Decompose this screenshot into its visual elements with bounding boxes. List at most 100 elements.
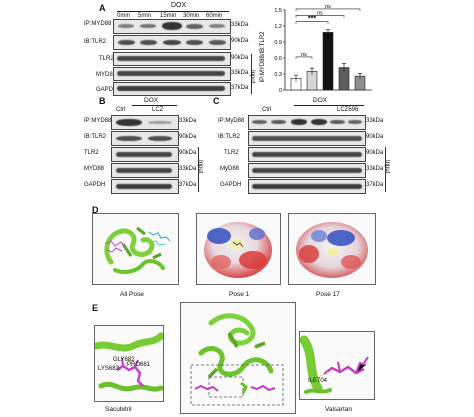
binding-site-valsartan: ILE704 xyxy=(299,331,375,400)
input-bracket-b xyxy=(198,147,199,192)
significance-bracket xyxy=(295,56,313,59)
treatment-label-b: DOX xyxy=(144,97,159,104)
residue-gly682: GLY682 xyxy=(113,357,135,363)
blot-a-tlr2 xyxy=(113,52,231,66)
y-tick-label: 0.9 xyxy=(274,40,282,46)
size-b4: 37kDa xyxy=(179,182,197,188)
panel-letter-b: B xyxy=(99,96,106,106)
blot-b-ip-myd88 xyxy=(111,115,179,130)
error-bar-0min xyxy=(294,74,298,82)
timepoint-0: 0min xyxy=(117,13,131,19)
timepoint-2: 15min xyxy=(160,13,177,19)
blot-c-myd88 xyxy=(248,163,366,178)
y-tick-label: 1.2 xyxy=(274,24,282,30)
blot-c-ip-myd88 xyxy=(248,115,366,130)
row-label-c4: GAPDH xyxy=(220,182,242,188)
significance-label: ns xyxy=(301,52,307,58)
treatment-bracket-c xyxy=(294,105,364,106)
row-label-c2: TLR2 xyxy=(224,150,239,156)
row-label-c1: IB:TLR2 xyxy=(218,134,241,140)
drug-label-valsartan: Valsartan xyxy=(325,406,352,413)
size-c4: 37kDa xyxy=(366,182,384,188)
input-label-c: Input xyxy=(384,160,390,174)
panel-letter-a: A xyxy=(99,3,106,13)
size-a2: 90kDa xyxy=(231,55,249,61)
size-a0: 33kDa xyxy=(231,22,249,28)
lane-b1: LCZ xyxy=(152,107,164,113)
blot-b-myd88 xyxy=(111,163,179,178)
row-label-a3: MYD88 xyxy=(96,72,117,78)
error-bar-15min xyxy=(326,29,330,36)
size-c2: 90kDa xyxy=(366,150,384,156)
residue-pro681: PRO681 xyxy=(127,362,151,368)
timepoint-1: 5min xyxy=(138,13,152,19)
significance-label: ns xyxy=(325,4,331,10)
row-label-c0: IP:MyD88 xyxy=(218,118,245,124)
protein-complex-overview xyxy=(180,302,296,414)
size-c3: 33kDa xyxy=(366,166,384,172)
residue-ile704: ILE704 xyxy=(308,378,328,384)
y-tick-label: 1.5 xyxy=(274,8,282,14)
treatment-label-c: DOX xyxy=(313,97,328,104)
blot-b-gapdh xyxy=(111,179,179,194)
surface-pose-1 xyxy=(196,213,281,285)
binding-site-sacubitril: GLY682 LYS683 PRO681 xyxy=(94,325,164,402)
row-label-b1: IB:TLR2 xyxy=(84,134,107,140)
timepoint-3: 30min xyxy=(183,13,200,19)
y-tick-label: 0.6 xyxy=(274,56,282,62)
error-bar-5min xyxy=(310,67,314,75)
size-a4: 37kDa xyxy=(231,85,249,91)
surface-pose-17 xyxy=(288,213,376,285)
y-tick-label: 0 xyxy=(279,88,282,94)
size-b1: 90kDa xyxy=(179,134,197,140)
blot-c-ib-tlr2 xyxy=(248,131,366,146)
row-label-b3: MYD88 xyxy=(84,166,105,172)
blot-b-ib-tlr2 xyxy=(111,131,179,146)
row-label-a2: TLR2 xyxy=(99,56,114,62)
blot-a-myd88 xyxy=(113,67,231,81)
row-label-a0: IP:MYD88 xyxy=(84,21,112,27)
error-bar-60min xyxy=(358,73,362,79)
significance-bracket xyxy=(295,21,329,24)
lane-c1: LCZ696 xyxy=(337,107,359,113)
lane-c0: Ctrl xyxy=(262,107,272,113)
blot-c-gapdh xyxy=(248,179,366,194)
row-label-b2: TLR2 xyxy=(84,150,99,156)
treatment-label-a: DOX xyxy=(171,2,187,9)
bar-15min xyxy=(322,32,334,91)
y-tick-label: 0.3 xyxy=(274,72,282,78)
size-a1: 90kDa xyxy=(231,38,249,44)
lane-b0: Ctrl xyxy=(116,107,126,113)
significance-bracket xyxy=(295,15,345,18)
blot-b-tlr2 xyxy=(111,147,179,162)
size-b2: 90kDa xyxy=(179,150,197,156)
treatment-bracket-b xyxy=(132,105,177,106)
input-bracket-c xyxy=(385,147,386,192)
chart-ylabel: IP:MYD88/IB:TLR2 xyxy=(260,31,266,83)
input-label-a: Input xyxy=(249,70,255,84)
blot-a-ib-tlr2 xyxy=(113,35,231,50)
residue-lys683: LYS683 xyxy=(98,366,120,372)
significance-label: ns xyxy=(317,10,323,16)
size-c0: 33kDa xyxy=(366,118,384,124)
panel-letter-d: D xyxy=(92,205,99,215)
input-label-b: Input xyxy=(197,160,203,174)
panel-letter-e: E xyxy=(92,303,99,313)
row-label-c3: MyD88 xyxy=(220,166,240,172)
blot-a-ip-myd88 xyxy=(113,19,231,34)
timepoint-4: 60min xyxy=(206,13,223,19)
row-label-b0: IP:MYD88 xyxy=(84,118,112,124)
size-b0: 33kDa xyxy=(179,118,197,124)
blot-a-gapdh xyxy=(113,82,231,96)
size-a3: 33kDa xyxy=(231,70,249,76)
pose-label-1: Pose 1 xyxy=(229,291,250,298)
blot-c-tlr2 xyxy=(248,147,366,162)
size-c1: 90kDa xyxy=(366,134,384,140)
pose-label-2: Pose 17 xyxy=(316,291,340,298)
drug-label-sacubitril: Sacubitril xyxy=(105,406,132,413)
row-label-a4: GAPDH xyxy=(96,87,118,93)
pose-label-0: All Pose xyxy=(120,291,144,298)
bar-chart-a: IP:MYD88/IB:TLR2 00.30.60.91.21.5 ns***n… xyxy=(260,4,372,94)
protein-ribbon-all-pose xyxy=(92,213,179,285)
size-b3: 33kDa xyxy=(179,166,197,172)
